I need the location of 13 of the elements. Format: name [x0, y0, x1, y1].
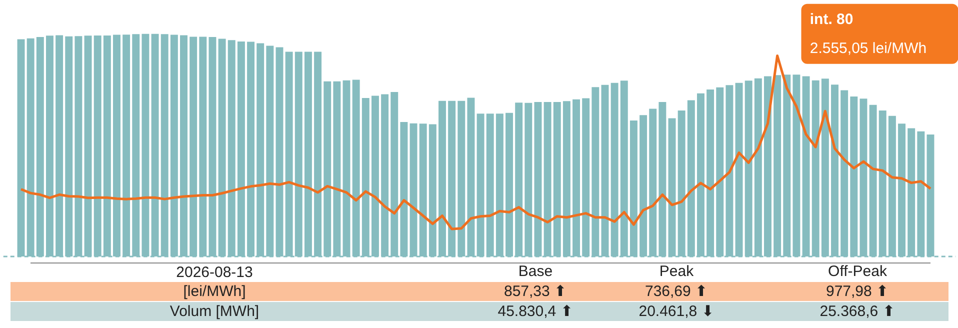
- text: 20.461,8 ⬇: [638, 303, 714, 320]
- text: 25.368,6 ⬆: [820, 303, 896, 320]
- annotation: int. 80 2.555,05 lei/MWh: [810, 11, 927, 57]
- text: [lei/MWh]: [183, 283, 246, 300]
- text: 2026-08-13: [176, 264, 253, 281]
- text: 857,33 ⬆: [504, 283, 568, 300]
- text: Volum [MWh]: [170, 303, 260, 320]
- text: Peak: [659, 263, 694, 280]
- text: 977,98 ⬆: [826, 283, 890, 300]
- text: Off-Peak: [828, 263, 888, 280]
- text: 736,69 ⬆: [644, 283, 708, 300]
- text: Base: [518, 263, 553, 280]
- text: 45.830,4 ⬆: [498, 303, 574, 320]
